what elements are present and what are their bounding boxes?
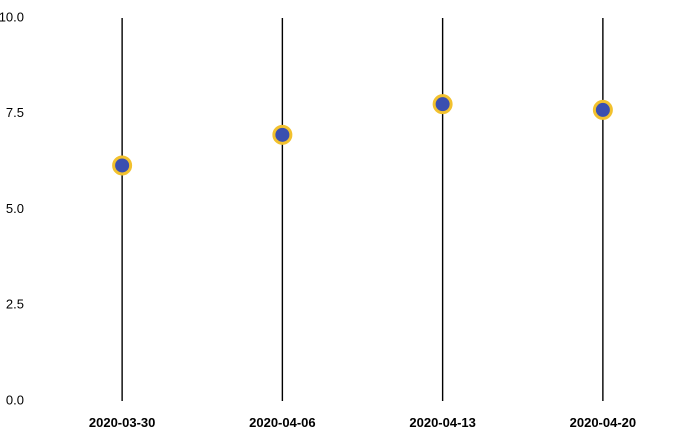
data-point [112,155,133,176]
y-tick-label: 2.5 [6,297,24,312]
y-tick-label: 7.5 [6,105,24,120]
data-point [272,124,293,145]
data-point [432,94,453,115]
y-tick-label: 5.0 [6,201,24,216]
x-tick-label: 2020-04-20 [570,415,637,430]
points [112,94,613,176]
y-axis-ticks: 0.0 2.5 5.0 7.5 10.0 [0,9,24,407]
data-point [592,99,613,120]
y-tick-label: 10.0 [0,9,24,24]
x-tick-label: 2020-04-13 [409,415,476,430]
y-tick-label: 0.0 [6,392,24,407]
x-tick-label: 2020-04-06 [249,415,316,430]
x-tick-label: 2020-03-30 [89,415,156,430]
x-axis-ticks: 2020-03-30 2020-04-06 2020-04-13 2020-04-20 [89,415,636,430]
stems [121,18,604,401]
